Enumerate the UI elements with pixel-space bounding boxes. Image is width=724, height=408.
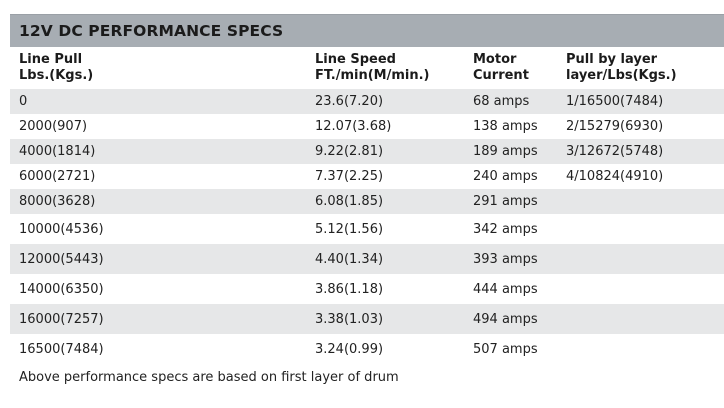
cell-line-speed: 7.37(2.25) [315, 169, 384, 184]
cell-motor-current: 342 amps [473, 221, 538, 237]
cell-pull-by-layer: 1/16500(7484) [557, 89, 724, 114]
cell-line-pull: 8000(3628) [10, 189, 306, 214]
table-row: 2000(907) 12.07(3.68) 138 amps 2/15279(6… [10, 114, 724, 139]
table-row: 0 23.6(7.20) 68 amps 1/16500(7484) [10, 89, 724, 114]
header-motor-current-label: Motor [473, 52, 517, 67]
table-row: 6000(2721) 7.37(2.25) 240 amps 4/10824(4… [10, 164, 724, 189]
header-motor-current-unit: Current [473, 68, 529, 83]
performance-specs-table: Line Pull Lbs.(Kgs.) Line Speed FT./min(… [10, 47, 724, 364]
cell-line-speed: 3.24(0.99) [315, 341, 384, 357]
cell-pull-by-layer [557, 334, 724, 364]
cell-pull-by-layer [557, 214, 724, 244]
cell-pull-by-layer [557, 244, 724, 274]
header-line-speed: Line Speed FT./min(M/min.) [306, 47, 464, 89]
cell-line-pull: 16500(7484) [19, 341, 104, 357]
specs-title-bar: 12V DC PERFORMANCE SPECS [10, 14, 724, 47]
cell-line-speed: 3.86(1.18) [315, 281, 384, 297]
cell-line-pull: 12000(5443) [10, 244, 306, 274]
table-row: 14000(6350) 3.86(1.18) 444 amps [10, 274, 724, 304]
header-motor-current: Motor Current [464, 47, 557, 89]
table-row: 16500(7484) 3.24(0.99) 507 amps [10, 334, 724, 364]
specs-footnote: Above performance specs are based on fir… [19, 370, 399, 385]
cell-line-speed: 5.12(1.56) [315, 221, 384, 237]
cell-motor-current: 444 amps [473, 281, 538, 297]
cell-motor-current: 68 amps [464, 89, 557, 114]
table-row: 4000(1814) 9.22(2.81) 189 amps 3/12672(5… [10, 139, 724, 164]
header-line-pull: Line Pull Lbs.(Kgs.) [10, 47, 306, 89]
cell-pull-by-layer [557, 274, 724, 304]
cell-line-pull: 14000(6350) [19, 281, 104, 297]
cell-motor-current: 507 amps [473, 341, 538, 357]
cell-motor-current: 393 amps [464, 244, 557, 274]
cell-line-speed: 23.6(7.20) [306, 89, 464, 114]
header-line-pull-unit: Lbs.(Kgs.) [19, 68, 94, 83]
specs-title: 12V DC PERFORMANCE SPECS [19, 22, 284, 40]
cell-motor-current: 138 amps [473, 119, 538, 134]
table-row: 16000(7257) 3.38(1.03) 494 amps [10, 304, 724, 334]
cell-line-speed: 6.08(1.85) [306, 189, 464, 214]
table-row: 12000(5443) 4.40(1.34) 393 amps [10, 244, 724, 274]
header-line-pull-label: Line Pull [19, 52, 83, 67]
cell-line-pull: 16000(7257) [10, 304, 306, 334]
table-row: 10000(4536) 5.12(1.56) 342 amps [10, 214, 724, 244]
header-pull-by-layer: Pull by layer layer/Lbs(Kgs.) [557, 47, 724, 89]
table-header-row: Line Pull Lbs.(Kgs.) Line Speed FT./min(… [10, 47, 724, 89]
table-row: 8000(3628) 6.08(1.85) 291 amps [10, 189, 724, 214]
cell-line-speed: 12.07(3.68) [315, 119, 392, 134]
cell-line-speed: 3.38(1.03) [306, 304, 464, 334]
header-pull-by-layer-unit: layer/Lbs(Kgs.) [566, 68, 677, 83]
cell-line-speed: 4.40(1.34) [306, 244, 464, 274]
cell-motor-current: 189 amps [464, 139, 557, 164]
cell-line-pull: 10000(4536) [19, 221, 104, 237]
header-line-speed-unit: FT./min(M/min.) [315, 68, 430, 83]
cell-line-pull: 0 [10, 89, 306, 114]
cell-motor-current: 240 amps [473, 169, 538, 184]
header-line-speed-label: Line Speed [315, 52, 396, 67]
cell-pull-by-layer [557, 304, 724, 334]
performance-specs-panel: 12V DC PERFORMANCE SPECS Line Pull Lbs.(… [10, 0, 724, 385]
cell-pull-by-layer: 2/15279(6930) [566, 119, 664, 134]
header-pull-by-layer-label: Pull by layer [566, 52, 658, 67]
cell-motor-current: 291 amps [464, 189, 557, 214]
cell-pull-by-layer [557, 189, 724, 214]
cell-line-speed: 9.22(2.81) [306, 139, 464, 164]
cell-motor-current: 494 amps [464, 304, 557, 334]
cell-line-pull: 2000(907) [19, 119, 88, 134]
cell-pull-by-layer: 4/10824(4910) [566, 169, 664, 184]
cell-line-pull: 6000(2721) [19, 169, 96, 184]
cell-pull-by-layer: 3/12672(5748) [557, 139, 724, 164]
cell-line-pull: 4000(1814) [10, 139, 306, 164]
